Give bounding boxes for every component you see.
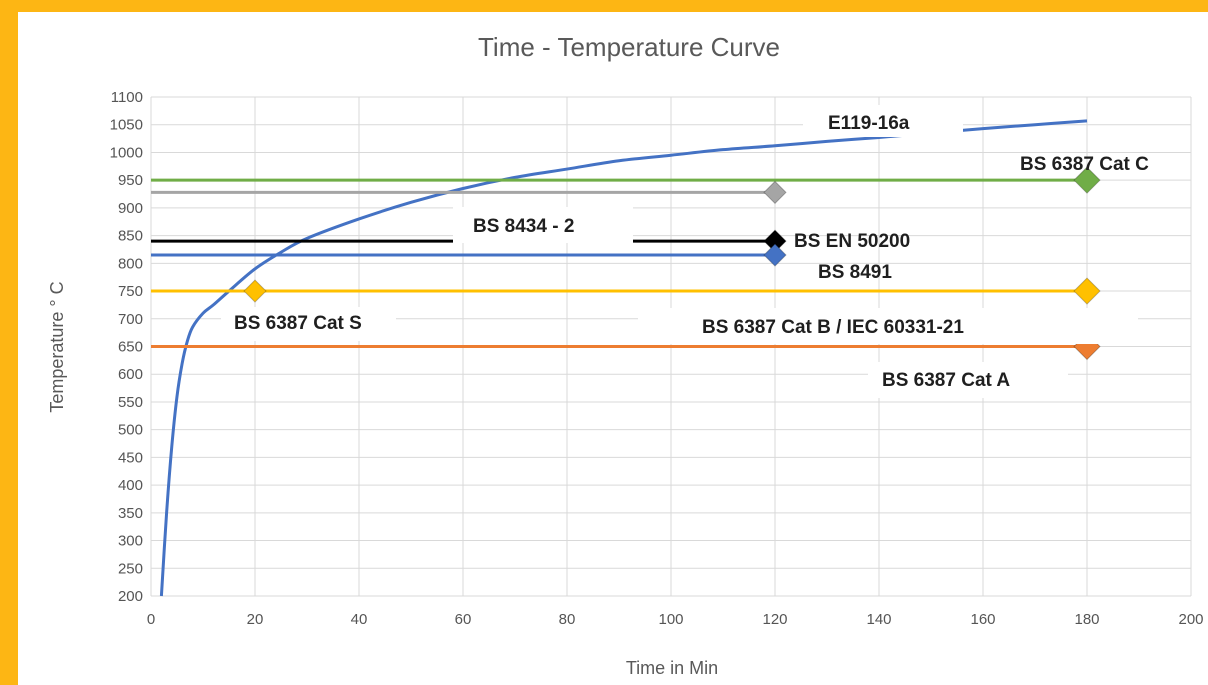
- tick-layer: 2002503003504004505005506006507007508008…: [110, 89, 1204, 628]
- x-tick-label: 40: [351, 611, 368, 628]
- x-tick-label: 140: [866, 611, 891, 628]
- y-tick-label: 1000: [110, 144, 143, 161]
- x-tick-label: 100: [658, 611, 683, 628]
- y-axis-title: Temperature ° C: [47, 281, 67, 412]
- y-tick-label: 450: [118, 449, 143, 466]
- y-tick-label: 800: [118, 255, 143, 272]
- series-diamond-marker: [1073, 277, 1101, 305]
- y-tick-label: 950: [118, 172, 143, 189]
- series-diamond-marker: [243, 279, 267, 303]
- y-tick-label: 400: [118, 477, 143, 494]
- y-tick-label: 350: [118, 505, 143, 522]
- x-tick-label: 120: [762, 611, 787, 628]
- annotation-label-box: [638, 308, 1138, 344]
- annotation-label-box: [803, 105, 963, 137]
- chart-panel: Time - Temperature Curve E119-16a BS 6387…: [18, 12, 1208, 685]
- annotation-label-box: [868, 362, 1068, 398]
- annotation-label: BS 8491: [818, 262, 892, 283]
- x-tick-label: 160: [970, 611, 995, 628]
- series-diamond-marker: [763, 243, 787, 267]
- time-temperature-chart: Time - Temperature Curve E119-16a BS 6387…: [47, 32, 1204, 678]
- y-tick-label: 1100: [111, 89, 143, 106]
- series-diamond-marker: [763, 180, 787, 205]
- x-tick-label: 200: [1178, 611, 1203, 628]
- series-layer: [151, 119, 1088, 597]
- y-tick-label: 700: [118, 311, 143, 328]
- annotation-label-box: [221, 307, 396, 341]
- y-tick-label: 850: [118, 228, 143, 245]
- x-axis-title: Time in Min: [626, 658, 718, 678]
- annotation-label: BS 6387 Cat B / IEC 60331-21: [702, 317, 964, 338]
- y-tick-label: 600: [118, 366, 143, 383]
- annotation-layer: E119-16a BS 6387 Cat C BS 8434 - 2 BS EN 50…: [221, 105, 1149, 398]
- y-tick-label: 200: [118, 588, 143, 605]
- annotation-label: BS 6387 Cat A: [882, 370, 1010, 391]
- x-tick-label: 80: [559, 611, 576, 628]
- y-tick-label: 250: [118, 560, 143, 577]
- y-tick-label: 650: [118, 339, 143, 356]
- series-diamond-marker: [1073, 166, 1101, 194]
- annotation-label: BS 8434 - 2: [473, 216, 574, 237]
- annotation-label: BS EN 50200: [794, 231, 910, 252]
- y-tick-label: 300: [118, 533, 143, 550]
- series-e119-16a-curve: [159, 119, 1088, 597]
- y-tick-label: 1050: [110, 117, 143, 134]
- chart-title: Time - Temperature Curve: [478, 32, 780, 62]
- annotation-label: E119-16a: [828, 113, 910, 134]
- y-tick-label: 900: [118, 200, 143, 217]
- y-tick-label: 550: [118, 394, 143, 411]
- annotation-label: BS 6387 Cat C: [1020, 154, 1149, 175]
- x-tick-label: 0: [147, 611, 155, 628]
- annotation-label-box: [453, 207, 633, 243]
- y-tick-label: 500: [118, 422, 143, 439]
- y-tick-label: 750: [118, 283, 143, 300]
- annotation-label: BS 6387 Cat S: [234, 313, 362, 334]
- x-tick-label: 180: [1074, 611, 1099, 628]
- x-tick-label: 60: [455, 611, 472, 628]
- x-tick-label: 20: [247, 611, 264, 628]
